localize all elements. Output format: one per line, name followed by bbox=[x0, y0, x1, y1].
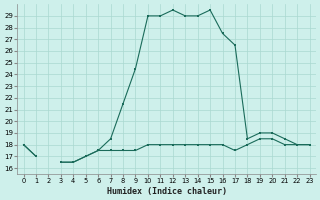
X-axis label: Humidex (Indice chaleur): Humidex (Indice chaleur) bbox=[107, 187, 227, 196]
